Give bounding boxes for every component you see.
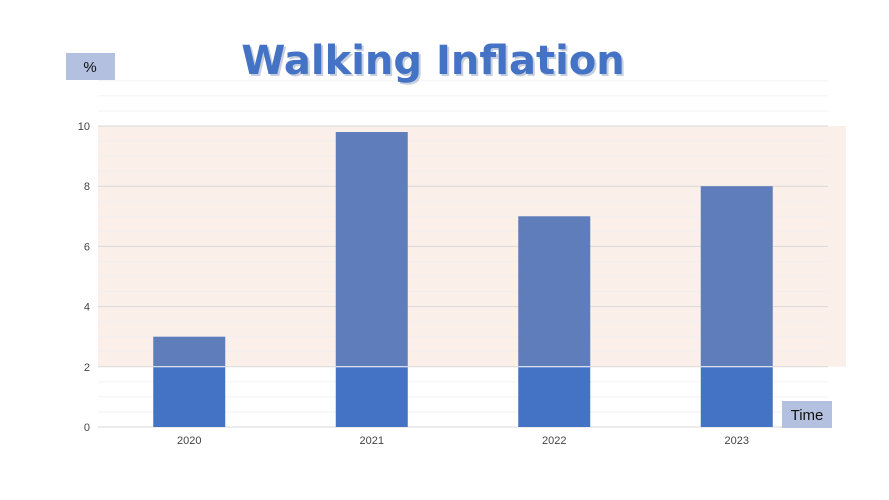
bar-2022-lower [518, 366, 591, 427]
x-tick-label: 2022 [542, 435, 566, 447]
y-axis-label-box [66, 53, 115, 80]
x-tick-label: 2023 [725, 435, 749, 447]
chart-title-shadow: Walking Inflation [243, 40, 627, 86]
y-tick-label: 10 [78, 121, 90, 133]
bars [153, 132, 773, 427]
y-tick-label: 6 [84, 241, 90, 253]
bar-2021-lower [335, 366, 408, 427]
bar-2020-lower [153, 366, 226, 427]
y-tick-labels: 0 2 4 6 8 10 [78, 121, 90, 434]
y-tick-label: 8 [84, 181, 90, 193]
y-tick-label: 4 [84, 302, 90, 314]
bar-2023-upper [700, 186, 773, 367]
y-axis-label: % [83, 59, 96, 76]
x-axis-label-box [782, 401, 832, 428]
x-tick-labels: 2020 2021 2022 2023 [177, 435, 749, 447]
bar-2021-upper [335, 132, 408, 367]
y-tick-label: 0 [84, 422, 90, 434]
bar-2022-upper [518, 216, 591, 367]
x-tick-label: 2021 [360, 435, 384, 447]
x-tick-label: 2020 [177, 435, 201, 447]
bar-2023-lower [700, 366, 773, 427]
y-tick-label: 2 [84, 362, 90, 374]
bar-2020-upper [153, 336, 226, 367]
x-axis-label: Time [791, 407, 824, 424]
chart-title: Walking Inflation [241, 38, 625, 84]
